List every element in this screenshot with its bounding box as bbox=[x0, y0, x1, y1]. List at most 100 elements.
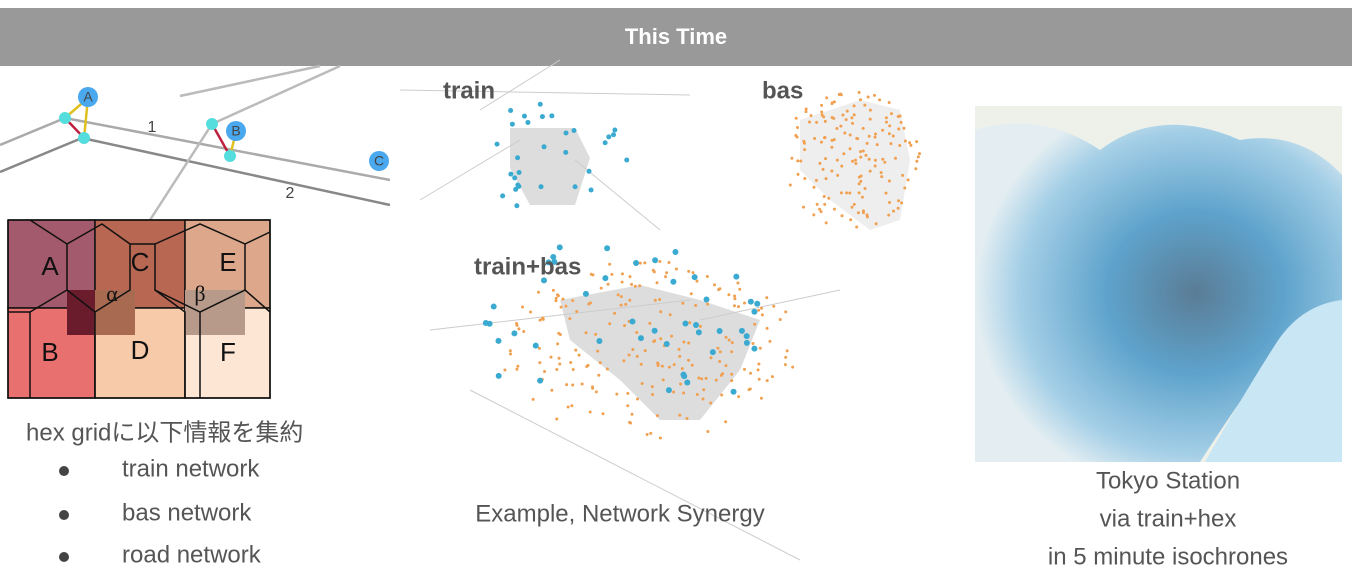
network-dot bbox=[517, 327, 520, 330]
network-dot bbox=[851, 160, 854, 163]
network-dot bbox=[748, 299, 754, 305]
network-dot bbox=[639, 262, 642, 265]
network-dot bbox=[556, 293, 559, 296]
network-dot bbox=[557, 244, 563, 250]
network-dot bbox=[874, 133, 877, 136]
network-dot bbox=[823, 203, 826, 206]
network-dot bbox=[638, 335, 644, 341]
network-dot bbox=[859, 156, 862, 159]
network-dot bbox=[665, 271, 668, 274]
network-dot bbox=[608, 322, 611, 325]
network-dot bbox=[636, 398, 639, 401]
network-dot bbox=[796, 126, 799, 129]
network-dot bbox=[608, 263, 611, 266]
network-dot bbox=[649, 432, 652, 435]
network-dot bbox=[866, 213, 869, 216]
network-dot bbox=[802, 206, 805, 209]
network-dot bbox=[903, 127, 906, 130]
network-dot bbox=[628, 275, 631, 278]
node-label: B bbox=[231, 123, 240, 139]
network-dot bbox=[509, 353, 512, 356]
network-dot bbox=[830, 169, 833, 172]
network-dot bbox=[685, 417, 688, 420]
network-dot bbox=[853, 203, 856, 206]
network-dot bbox=[706, 303, 709, 306]
network-dot bbox=[515, 368, 518, 371]
network-dot bbox=[521, 305, 524, 308]
network-dot bbox=[915, 160, 918, 163]
network-dot bbox=[697, 377, 700, 380]
network-dot bbox=[897, 115, 900, 118]
network-dot bbox=[648, 322, 651, 325]
network-dot bbox=[866, 142, 869, 145]
network-dot bbox=[624, 158, 629, 163]
network-dot bbox=[835, 127, 838, 130]
network-dot bbox=[621, 272, 624, 275]
network-dot bbox=[555, 297, 558, 300]
network-link bbox=[470, 390, 800, 560]
network-dot bbox=[857, 211, 860, 214]
network-dot bbox=[575, 310, 578, 313]
network-dot bbox=[670, 335, 673, 338]
network-dot bbox=[694, 304, 697, 307]
network-dot bbox=[628, 354, 631, 357]
network-dot bbox=[840, 214, 843, 217]
network-dot bbox=[718, 360, 721, 363]
network-dot bbox=[684, 380, 690, 386]
network-dot bbox=[583, 291, 589, 297]
network-dot bbox=[702, 397, 705, 400]
network-dot bbox=[560, 306, 563, 309]
network-diagram bbox=[0, 66, 390, 220]
network-dot bbox=[564, 305, 567, 308]
network-dot bbox=[658, 298, 661, 301]
network-dot bbox=[901, 174, 904, 177]
network-dot bbox=[678, 355, 681, 358]
network-dot bbox=[540, 114, 545, 119]
synergy-caption: Example, Network Synergy bbox=[475, 500, 764, 527]
network-dot bbox=[859, 150, 862, 153]
network-dot bbox=[555, 417, 558, 420]
network-dot bbox=[897, 199, 900, 202]
network-dot bbox=[651, 393, 654, 396]
network-dot bbox=[914, 167, 917, 170]
network-dot bbox=[607, 283, 610, 286]
network-dot bbox=[510, 122, 515, 127]
network-dot bbox=[804, 110, 807, 113]
network-dot bbox=[644, 349, 647, 352]
network-dot bbox=[888, 179, 891, 182]
network-dot bbox=[892, 134, 895, 137]
network-dot bbox=[578, 354, 581, 357]
network-dot bbox=[587, 302, 590, 305]
network-dot bbox=[570, 404, 573, 407]
bullet-text: road network bbox=[122, 541, 262, 568]
network-dot bbox=[840, 165, 843, 168]
network-dot bbox=[731, 389, 737, 395]
network-dot bbox=[572, 368, 575, 371]
bullet-text: bas network bbox=[122, 499, 252, 526]
network-dot bbox=[511, 330, 517, 336]
network-dot bbox=[795, 117, 798, 120]
network-dot bbox=[841, 114, 844, 117]
network-dot bbox=[690, 292, 693, 295]
network-dot bbox=[779, 318, 782, 321]
network-dot bbox=[873, 94, 876, 97]
network-dot bbox=[599, 361, 602, 364]
network-dot bbox=[718, 287, 721, 290]
network-dot bbox=[757, 309, 760, 312]
network-dot bbox=[820, 141, 823, 144]
network-dot bbox=[574, 349, 577, 352]
network-dot bbox=[760, 307, 763, 310]
edge-label: 2 bbox=[286, 185, 295, 202]
network-dot bbox=[702, 388, 705, 391]
network-dot bbox=[824, 157, 827, 160]
overlap-label: β bbox=[194, 281, 205, 306]
network-dot bbox=[710, 349, 716, 355]
network-dot bbox=[678, 348, 681, 351]
network-dot bbox=[581, 383, 584, 386]
network-dot bbox=[753, 323, 756, 326]
network-dot bbox=[843, 131, 846, 134]
network-dot bbox=[730, 350, 733, 353]
network-dot bbox=[635, 331, 638, 334]
network-dot bbox=[881, 158, 884, 161]
network-dot bbox=[643, 261, 646, 264]
